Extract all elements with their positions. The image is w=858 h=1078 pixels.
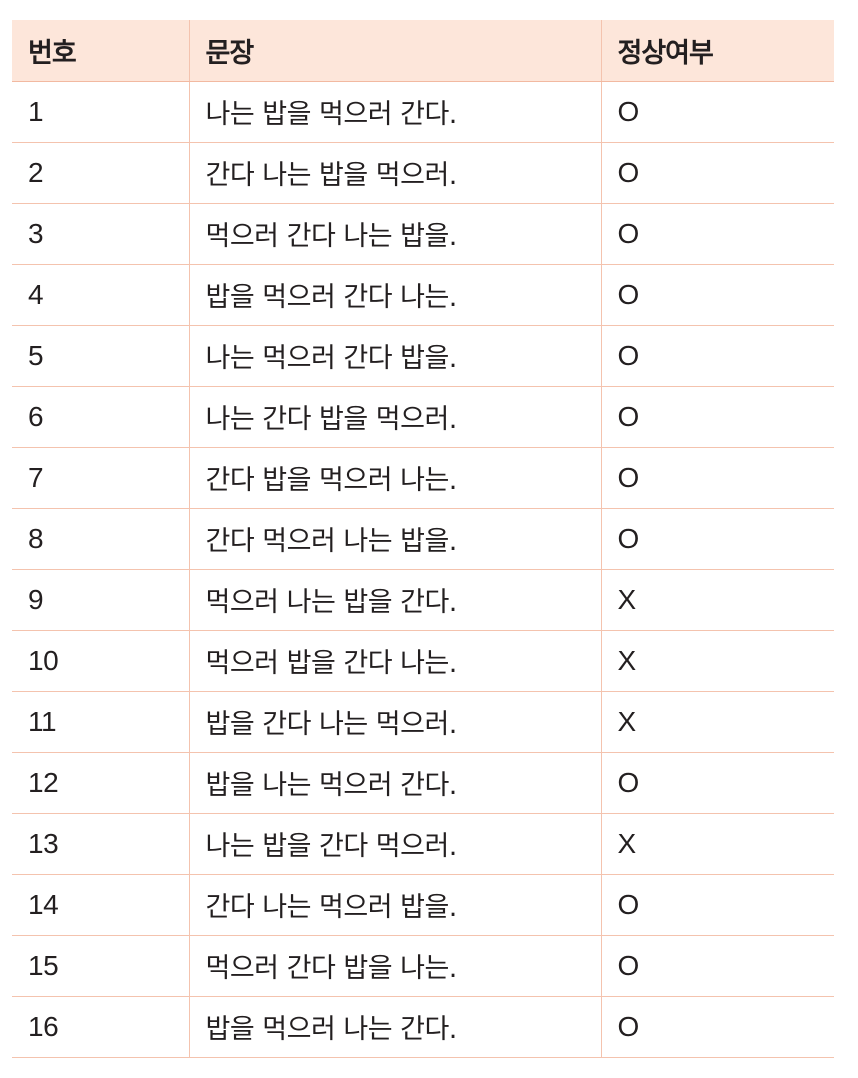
row-sentence-cell: 밥을 먹으러 간다 나는. [188,264,601,326]
row-sentence-cell: 밥을 간다 나는 먹으러. [188,691,601,753]
row-number-cell: 1 [12,81,189,143]
row-validity-cell: O [600,874,834,936]
row-number-cell: 14 [12,874,189,936]
table-body: 1 나는 밥을 먹으러 간다. O 2 간다 나는 밥을 먹으러. O 3 먹으러 간다 나는… [12,81,834,1058]
row-sentence-cell: 밥을 나는 먹으러 간다. [188,752,601,814]
row-validity-cell: O [600,264,834,326]
row-validity-cell: X [600,813,834,875]
row-validity-cell: O [600,325,834,387]
table-row: 1 나는 밥을 먹으러 간다. O [12,81,834,143]
row-number-cell: 7 [12,447,189,509]
row-sentence-cell: 나는 밥을 먹으러 간다. [188,81,601,143]
row-sentence-cell: 나는 간다 밥을 먹으러. [188,386,601,448]
row-sentence-cell: 먹으러 밥을 간다 나는. [188,630,601,692]
row-number-cell: 8 [12,508,189,570]
header-row: 번호 문장 정상여부 [12,20,834,82]
table-header: 번호 문장 정상여부 [12,20,834,82]
row-number-cell: 10 [12,630,189,692]
row-number-cell: 13 [12,813,189,875]
table-row: 6 나는 간다 밥을 먹으러. O [12,386,834,448]
row-validity-cell: O [600,142,834,204]
row-number-cell: 5 [12,325,189,387]
row-validity-cell: O [600,447,834,509]
sentence-table: 번호 문장 정상여부 1 나는 밥을 먹으러 간다. O 2 간다 나는 밥을 먹으러.… [12,20,834,1058]
table-row: 9 먹으러 나는 밥을 간다. X [12,569,834,631]
row-sentence-cell: 나는 먹으러 간다 밥을. [188,325,601,387]
row-number-cell: 15 [12,935,189,997]
row-validity-cell: O [600,81,834,143]
row-number-cell: 6 [12,386,189,448]
table-row: 11 밥을 간다 나는 먹으러. X [12,691,834,753]
table-row: 3 먹으러 간다 나는 밥을. O [12,203,834,265]
table-row: 13 나는 밥을 간다 먹으러. X [12,813,834,875]
row-number-cell: 4 [12,264,189,326]
row-sentence-cell: 간다 먹으러 나는 밥을. [188,508,601,570]
row-sentence-cell: 먹으러 간다 밥을 나는. [188,935,601,997]
row-number-cell: 11 [12,691,189,753]
row-sentence-cell: 나는 밥을 간다 먹으러. [188,813,601,875]
row-number-cell: 9 [12,569,189,631]
table-row: 4 밥을 먹으러 간다 나는. O [12,264,834,326]
row-validity-cell: X [600,691,834,753]
row-validity-cell: O [600,752,834,814]
row-number-cell: 12 [12,752,189,814]
row-number-cell: 2 [12,142,189,204]
row-sentence-cell: 간다 나는 밥을 먹으러. [188,142,601,204]
row-validity-cell: O [600,386,834,448]
table-row: 5 나는 먹으러 간다 밥을. O [12,325,834,387]
table-row: 15 먹으러 간다 밥을 나는. O [12,935,834,997]
row-validity-cell: O [600,203,834,265]
table-row: 7 간다 밥을 먹으러 나는. O [12,447,834,509]
table-row: 2 간다 나는 밥을 먹으러. O [12,142,834,204]
row-number-cell: 3 [12,203,189,265]
header-sentence: 문장 [188,20,601,82]
row-validity-cell: O [600,996,834,1058]
row-validity-cell: X [600,569,834,631]
table-row: 14 간다 나는 먹으러 밥을. O [12,874,834,936]
table-row: 10 먹으러 밥을 간다 나는. X [12,630,834,692]
row-sentence-cell: 먹으러 간다 나는 밥을. [188,203,601,265]
row-sentence-cell: 간다 밥을 먹으러 나는. [188,447,601,509]
row-sentence-cell: 먹으러 나는 밥을 간다. [188,569,601,631]
row-validity-cell: O [600,508,834,570]
row-validity-cell: O [600,935,834,997]
table-row: 16 밥을 먹으러 나는 간다. O [12,996,834,1058]
table-row: 12 밥을 나는 먹으러 간다. O [12,752,834,814]
row-sentence-cell: 간다 나는 먹으러 밥을. [188,874,601,936]
sentence-table-container: 번호 문장 정상여부 1 나는 밥을 먹으러 간다. O 2 간다 나는 밥을 먹으러.… [12,20,834,1058]
row-validity-cell: X [600,630,834,692]
header-number: 번호 [12,20,189,82]
header-validity: 정상여부 [600,20,834,82]
table-row: 8 간다 먹으러 나는 밥을. O [12,508,834,570]
row-number-cell: 16 [12,996,189,1058]
row-sentence-cell: 밥을 먹으러 나는 간다. [188,996,601,1058]
